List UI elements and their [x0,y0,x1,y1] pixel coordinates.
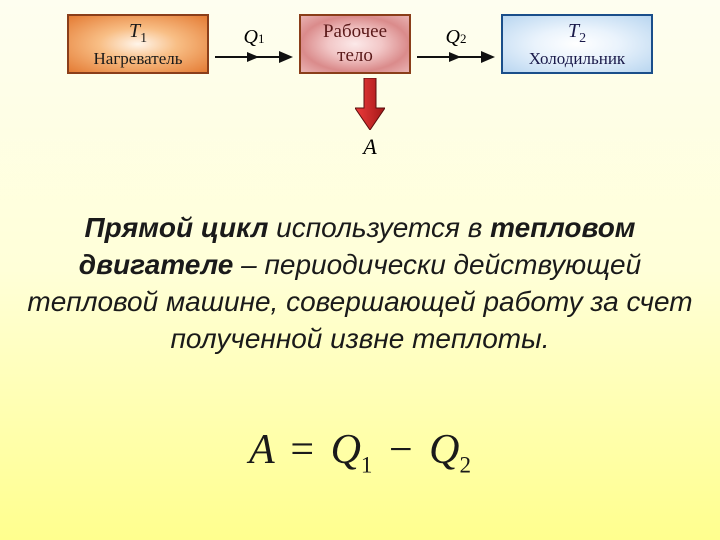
text-plain1: используется в [268,212,490,243]
description-text: Прямой цикл используется в тепловом двиг… [20,210,700,358]
q1-label: Q1 [244,26,265,49]
arrow-right-icon [417,51,495,63]
q2-label: Q2 [446,26,467,49]
work-formula: A = Q1 − Q2 [0,426,720,478]
arrow-down-icon [355,78,385,130]
heat-engine-diagram: T1 Нагреватель Q1 Рабочее тело Q2 T2 Хол… [0,0,720,74]
work-label: A [310,134,430,160]
text-bold1: Прямой цикл [84,212,268,243]
formula-lhs: A [249,427,274,473]
q2-flow: Q2 [417,26,495,63]
cooler-variable: T2 [503,19,651,48]
heater-label: Нагреватель [69,48,207,69]
working-body-box: Рабочее тело [299,14,411,74]
cooler-box: T2 Холодильник [501,14,653,74]
cooler-label: Холодильник [503,48,651,69]
arrow-right-icon [215,51,293,63]
q1-flow: Q1 [215,26,293,63]
work-output: A [310,78,430,160]
formula-q1: Q1 [331,427,373,473]
formula-eq: = [284,427,320,473]
body-line1: Рабочее [301,20,409,44]
heater-variable: T1 [69,19,207,48]
body-line2: тело [301,44,409,68]
formula-q2: Q2 [429,427,471,473]
heater-box: T1 Нагреватель [67,14,209,74]
formula-minus: − [383,427,419,473]
